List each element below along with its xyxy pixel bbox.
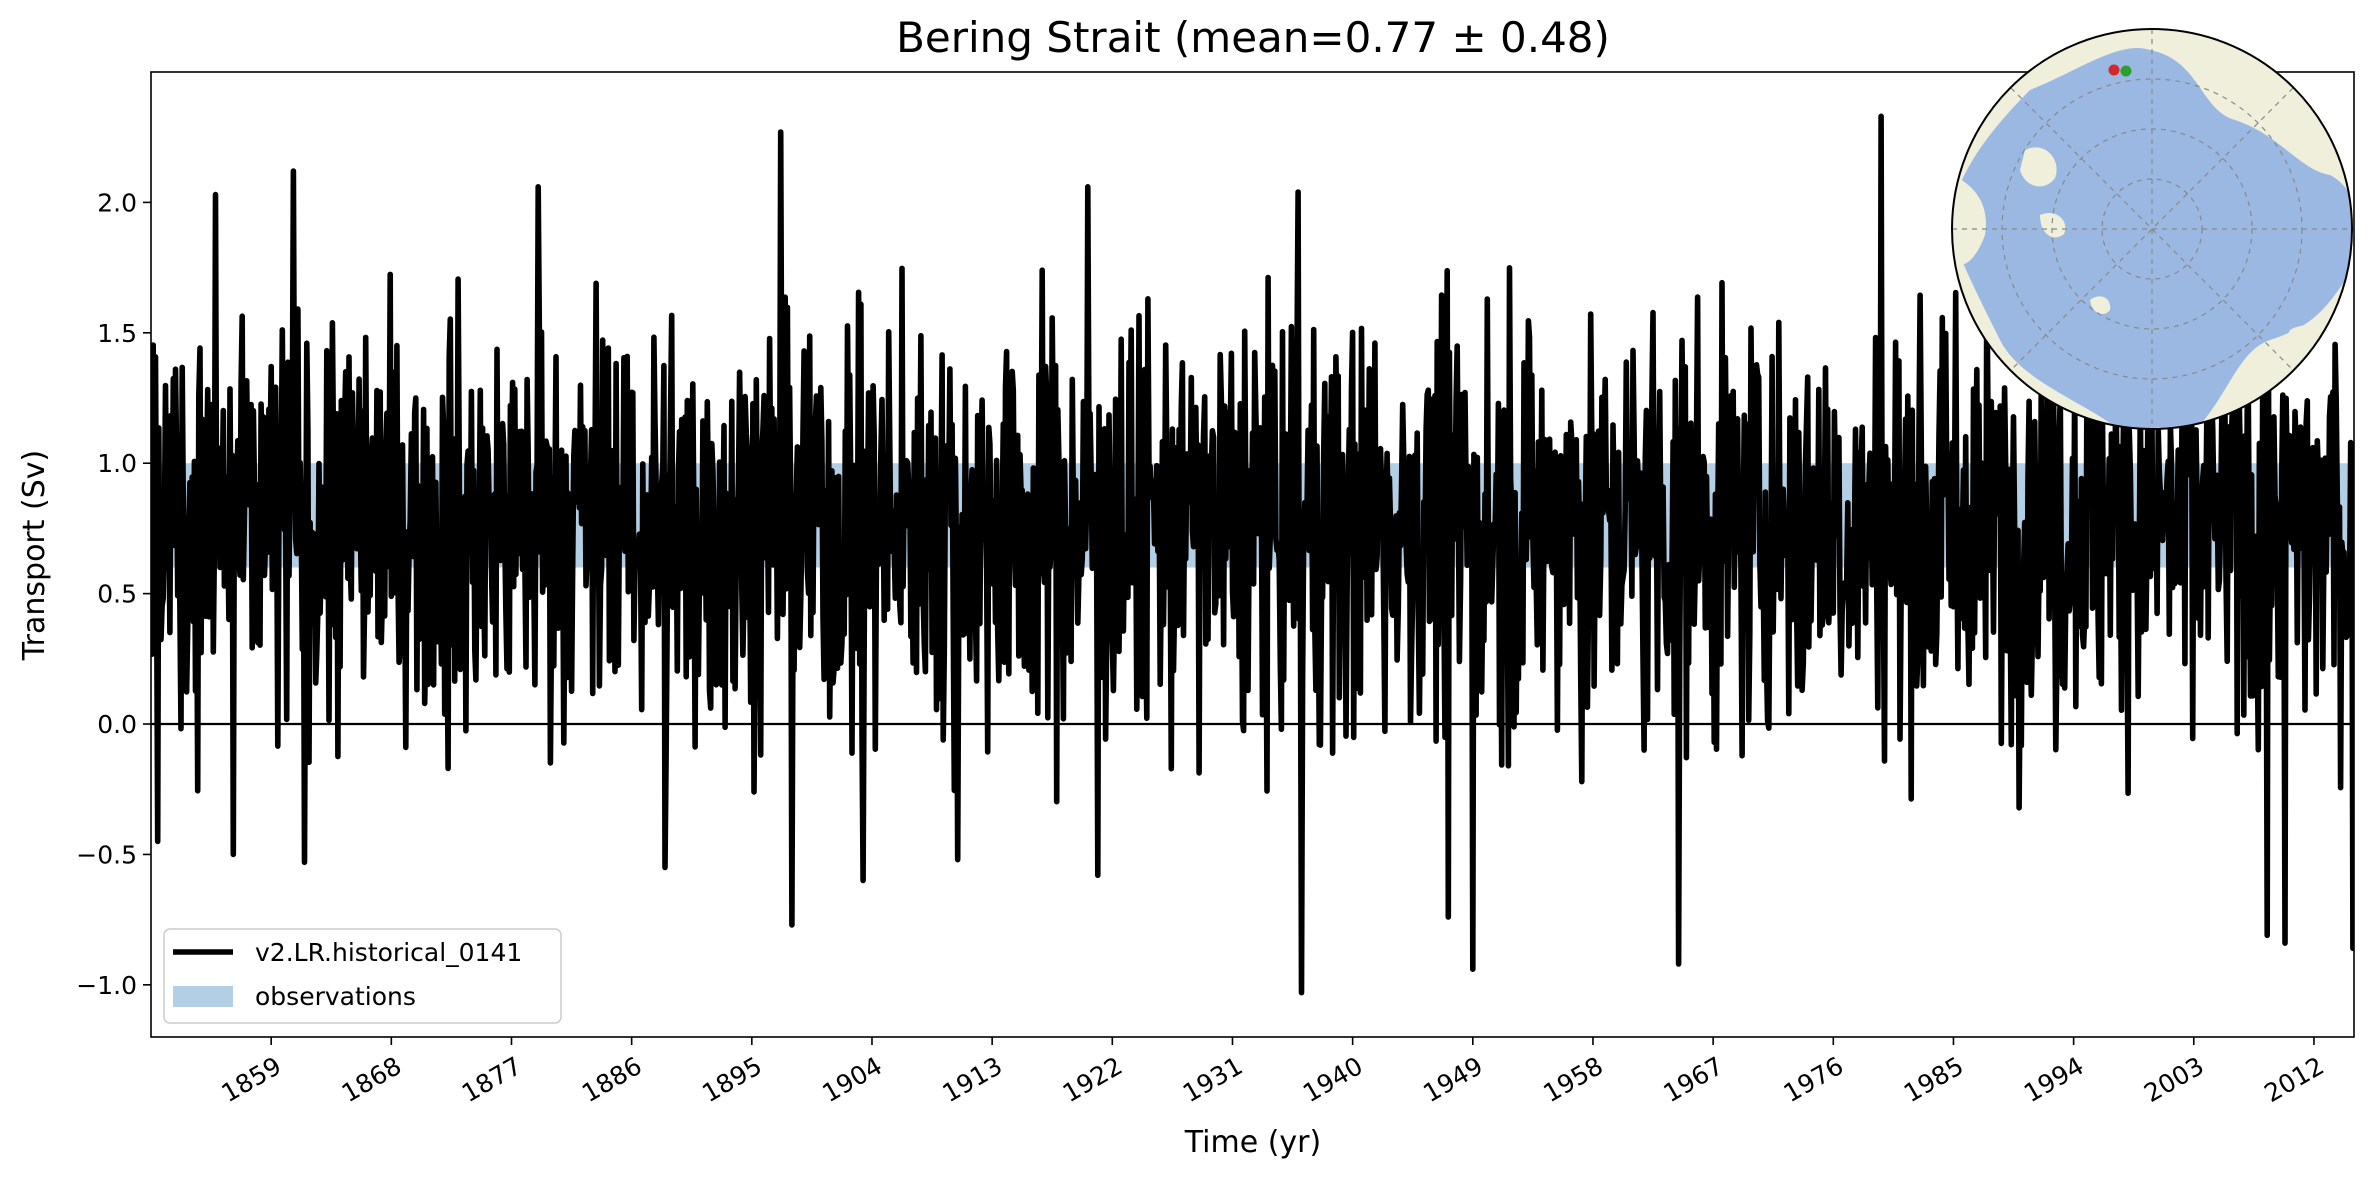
x-tick-label: 1868	[337, 1051, 407, 1108]
x-tick-label: 1931	[1178, 1051, 1248, 1108]
x-tick-label: 1877	[457, 1051, 527, 1108]
map-marker-section-start	[2108, 64, 2120, 76]
y-axis-label: Transport (Sv)	[17, 450, 52, 662]
x-tick-label: 1886	[577, 1051, 647, 1108]
y-axis: −1.0 −0.5 0.0 0.5 1.0 1.5 2.0	[76, 188, 151, 1000]
legend-box	[163, 928, 562, 1024]
y-tick-label: 0.5	[97, 580, 137, 609]
x-tick-label: 1958	[1538, 1051, 1608, 1108]
y-tick-label: −1.0	[76, 971, 137, 1000]
y-tick-label: 0.0	[97, 710, 137, 739]
legend-label-observations: observations	[255, 982, 416, 1011]
x-tick-label: 1940	[1298, 1051, 1368, 1108]
legend-label-series: v2.LR.historical_0141	[255, 938, 522, 967]
x-tick-label: 1976	[1779, 1051, 1849, 1108]
y-tick-label: 1.5	[97, 319, 137, 348]
x-tick-label: 2003	[2139, 1051, 2209, 1108]
plot-frame	[150, 71, 2355, 1038]
legend-band-swatch	[173, 986, 233, 1007]
legend: v2.LR.historical_0141 observations	[163, 928, 562, 1024]
x-tick-label: 1913	[938, 1051, 1008, 1108]
map-marker-section-end	[2120, 65, 2132, 77]
x-tick-label: 1859	[217, 1051, 287, 1108]
x-tick-label: 1949	[1418, 1051, 1488, 1108]
x-tick-label: 1895	[697, 1051, 767, 1108]
x-axis-label: Time (yr)	[1184, 1125, 1321, 1160]
x-tick-label: 1967	[1659, 1051, 1729, 1108]
y-tick-label: −0.5	[76, 840, 137, 869]
inset-polar-map	[1951, 28, 2353, 430]
inset-map-graticule	[1952, 29, 2352, 429]
x-tick-label: 1904	[817, 1051, 887, 1108]
x-tick-label: 1985	[1899, 1051, 1969, 1108]
x-tick-label: 2012	[2259, 1051, 2329, 1108]
chart-title: Bering Strait (mean=0.77 ± 0.48)	[896, 13, 1610, 62]
x-axis: 1859 1868 1877 1886 1895 1904 1913 1922 1931 1940…	[217, 1037, 2329, 1108]
x-tick-label: 1922	[1058, 1051, 1128, 1108]
inset-map-outline	[1951, 28, 2353, 430]
y-tick-label: 2.0	[97, 188, 137, 217]
x-tick-label: 1994	[2019, 1051, 2089, 1108]
y-tick-label: 1.0	[97, 449, 137, 478]
